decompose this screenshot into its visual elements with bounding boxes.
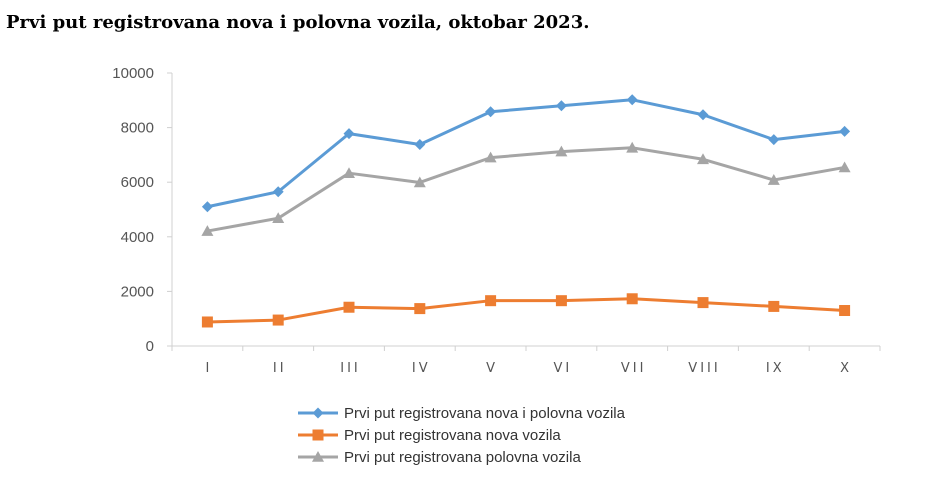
data-point [838,161,851,173]
x-tick-label: VII [621,361,647,376]
data-point [414,139,426,151]
legend-entry: Prvi put registrovana polovna vozila [298,449,581,466]
data-point [201,225,214,236]
data-point [272,186,284,198]
series-line [207,297,845,324]
data-point [767,174,780,185]
chart-series [201,94,851,328]
x-tick-label: V [486,361,498,376]
data-point [201,316,213,328]
series-1 [201,94,851,213]
legend-marker [312,451,324,462]
data-point [768,134,780,146]
data-point [555,295,567,307]
legend-marker [312,429,324,441]
data-point [626,94,638,106]
data-point [485,295,497,307]
y-tick-label: 4000 [121,229,154,246]
legend-label: Prvi put registrovana polovna vozila [344,449,581,466]
y-tick-label: 6000 [121,174,154,191]
x-tick-label: I [205,361,212,376]
chart-title: Prvi put registrovana nova i polovna voz… [6,12,590,33]
data-point [626,141,639,153]
legend-label: Prvi put registrovana nova i polovna voz… [344,405,626,422]
data-point [484,151,497,163]
data-point [697,297,709,309]
series-3 [201,141,851,236]
x-tick-label: X [840,361,852,376]
y-tick-label: 2000 [121,283,154,300]
y-tick-label: 10000 [112,65,154,82]
data-point [555,100,567,112]
data-point [413,176,426,188]
y-tick-label: 0 [146,338,154,355]
data-point [485,106,497,118]
x-tick-label: VIII [688,361,720,376]
x-tick-label: II [273,361,287,376]
x-tick-label: III [340,361,361,376]
data-point [414,303,426,315]
data-point [768,300,780,312]
data-point [626,293,638,305]
data-point [272,212,285,224]
data-point [697,109,709,121]
legend-label: Prvi put registrovana nova vozila [344,427,561,444]
data-point [839,125,851,137]
series-2 [201,293,851,328]
x-tick-label: IX [766,361,785,376]
legend-marker [312,407,324,419]
legend-entry: Prvi put registrovana nova vozila [298,427,561,444]
x-tick-label: VI [554,361,573,376]
data-point [272,314,284,326]
data-point [343,128,355,140]
data-point [555,145,568,157]
series-line [207,146,845,233]
data-point [343,301,355,313]
data-point [839,305,851,317]
y-tick-label: 8000 [121,120,154,137]
legend-entry: Prvi put registrovana nova i polovna voz… [298,405,626,422]
chart-legend: Prvi put registrovana nova i polovna voz… [298,405,626,466]
data-point [201,201,213,213]
data-point [697,153,709,165]
x-tick-label: IV [412,361,431,376]
series-line [207,98,845,209]
data-point [343,167,355,178]
